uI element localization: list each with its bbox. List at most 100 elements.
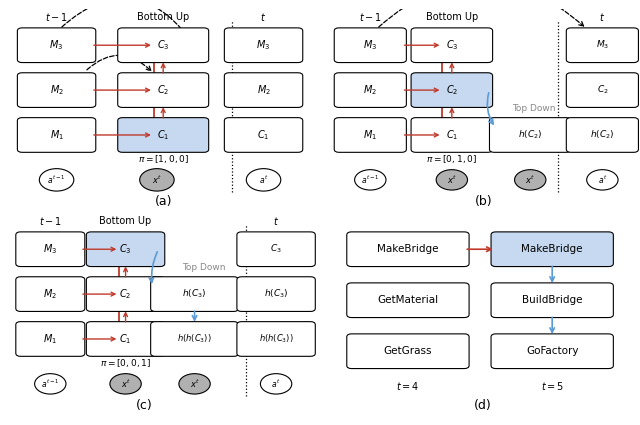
FancyBboxPatch shape [237, 277, 316, 312]
FancyArrowPatch shape [487, 93, 493, 124]
Text: $t-1$: $t-1$ [359, 11, 382, 23]
Text: Bottom Up: Bottom Up [426, 11, 478, 22]
Text: $C_1$: $C_1$ [445, 128, 458, 142]
FancyBboxPatch shape [237, 232, 316, 266]
Text: $t$: $t$ [599, 11, 605, 23]
FancyBboxPatch shape [16, 322, 85, 356]
Text: $a^{t-1}$: $a^{t-1}$ [47, 174, 66, 186]
Text: $\pi = [1, 0, 0]$: $\pi = [1, 0, 0]$ [138, 153, 189, 165]
Text: $M_1$: $M_1$ [49, 128, 63, 142]
FancyArrowPatch shape [550, 266, 554, 281]
Circle shape [436, 170, 467, 190]
Text: Bottom Up: Bottom Up [137, 11, 189, 22]
FancyBboxPatch shape [150, 277, 239, 312]
Text: $a^t$: $a^t$ [259, 174, 268, 186]
FancyArrowPatch shape [94, 43, 150, 47]
Text: (d): (d) [474, 400, 492, 412]
Text: $M_2$: $M_2$ [364, 83, 378, 97]
FancyArrowPatch shape [87, 55, 151, 71]
Text: Bottom Up: Bottom Up [99, 215, 152, 226]
FancyBboxPatch shape [86, 277, 164, 312]
Text: $h(C_2)$: $h(C_2)$ [590, 129, 614, 141]
FancyBboxPatch shape [491, 232, 613, 266]
FancyArrowPatch shape [149, 252, 157, 282]
Text: $x^t$: $x^t$ [120, 378, 131, 390]
Circle shape [35, 374, 66, 394]
Text: $C_1$: $C_1$ [119, 332, 132, 346]
FancyArrowPatch shape [467, 247, 491, 252]
FancyBboxPatch shape [490, 118, 571, 152]
Text: $h(C_3)$: $h(C_3)$ [182, 288, 207, 300]
Text: $h(h(C_3))$: $h(h(C_3))$ [177, 333, 212, 345]
Circle shape [587, 170, 618, 190]
FancyBboxPatch shape [411, 28, 493, 62]
FancyBboxPatch shape [334, 118, 406, 152]
Text: $C_1$: $C_1$ [157, 128, 170, 142]
Text: $t=5$: $t=5$ [541, 380, 564, 392]
FancyArrowPatch shape [450, 109, 454, 118]
Circle shape [515, 170, 546, 190]
Text: $t$: $t$ [260, 11, 267, 23]
FancyBboxPatch shape [225, 118, 303, 152]
Text: $M_2$: $M_2$ [44, 287, 58, 301]
Text: $t-1$: $t-1$ [39, 215, 62, 227]
FancyBboxPatch shape [225, 28, 303, 62]
Text: BuildBridge: BuildBridge [522, 295, 582, 305]
FancyArrowPatch shape [83, 337, 115, 341]
FancyBboxPatch shape [86, 232, 164, 266]
Text: $a^{t-1}$: $a^{t-1}$ [361, 174, 380, 186]
FancyBboxPatch shape [150, 322, 239, 356]
Text: MakeBridge: MakeBridge [377, 244, 438, 254]
Circle shape [179, 374, 210, 394]
FancyBboxPatch shape [347, 334, 469, 368]
Circle shape [110, 374, 141, 394]
FancyBboxPatch shape [411, 118, 493, 152]
FancyArrowPatch shape [161, 64, 165, 73]
Text: $a^t$: $a^t$ [271, 378, 281, 390]
FancyBboxPatch shape [347, 283, 469, 317]
Text: $h(C_2)$: $h(C_2)$ [518, 129, 543, 141]
FancyBboxPatch shape [566, 28, 639, 62]
FancyBboxPatch shape [86, 322, 164, 356]
Text: $M_2$: $M_2$ [49, 83, 63, 97]
Circle shape [355, 170, 386, 190]
Text: GoFactory: GoFactory [526, 346, 579, 356]
Text: $t$: $t$ [273, 215, 279, 227]
Text: $M_3$: $M_3$ [364, 38, 378, 52]
FancyBboxPatch shape [17, 73, 96, 108]
Text: GetGrass: GetGrass [384, 346, 432, 356]
Text: $C_3$: $C_3$ [119, 242, 132, 256]
Text: $M_2$: $M_2$ [257, 83, 271, 97]
FancyArrowPatch shape [83, 247, 115, 251]
Text: $h(C_3)$: $h(C_3)$ [264, 288, 289, 300]
FancyArrowPatch shape [124, 268, 127, 277]
Text: $C_1$: $C_1$ [257, 128, 270, 142]
Text: $x^t$: $x^t$ [525, 174, 535, 186]
FancyBboxPatch shape [17, 118, 96, 152]
Text: $M_3$: $M_3$ [49, 38, 63, 52]
Text: (c): (c) [136, 400, 153, 412]
FancyArrowPatch shape [62, 0, 189, 38]
Text: $C_3$: $C_3$ [270, 243, 282, 255]
FancyBboxPatch shape [491, 283, 613, 317]
FancyArrowPatch shape [161, 109, 165, 118]
Circle shape [260, 374, 292, 394]
FancyArrowPatch shape [450, 64, 454, 73]
Text: $t=4$: $t=4$ [396, 380, 420, 392]
FancyBboxPatch shape [118, 28, 209, 62]
FancyBboxPatch shape [16, 232, 85, 266]
Text: $\pi = [0, 1, 0]$: $\pi = [0, 1, 0]$ [426, 153, 477, 165]
Text: GetMaterial: GetMaterial [378, 295, 438, 305]
Text: $\pi = [0, 0, 1]$: $\pi = [0, 0, 1]$ [100, 357, 151, 369]
FancyArrowPatch shape [404, 43, 438, 47]
FancyBboxPatch shape [347, 232, 469, 266]
Text: $x^t$: $x^t$ [447, 174, 457, 186]
Text: $C_2$: $C_2$ [596, 84, 608, 96]
FancyBboxPatch shape [334, 28, 406, 62]
FancyArrowPatch shape [550, 317, 554, 332]
Text: (b): (b) [474, 196, 492, 208]
Text: Top Down: Top Down [511, 104, 555, 113]
Text: $h(h(C_3))$: $h(h(C_3))$ [259, 333, 294, 345]
FancyArrowPatch shape [404, 133, 438, 137]
Circle shape [246, 169, 281, 191]
